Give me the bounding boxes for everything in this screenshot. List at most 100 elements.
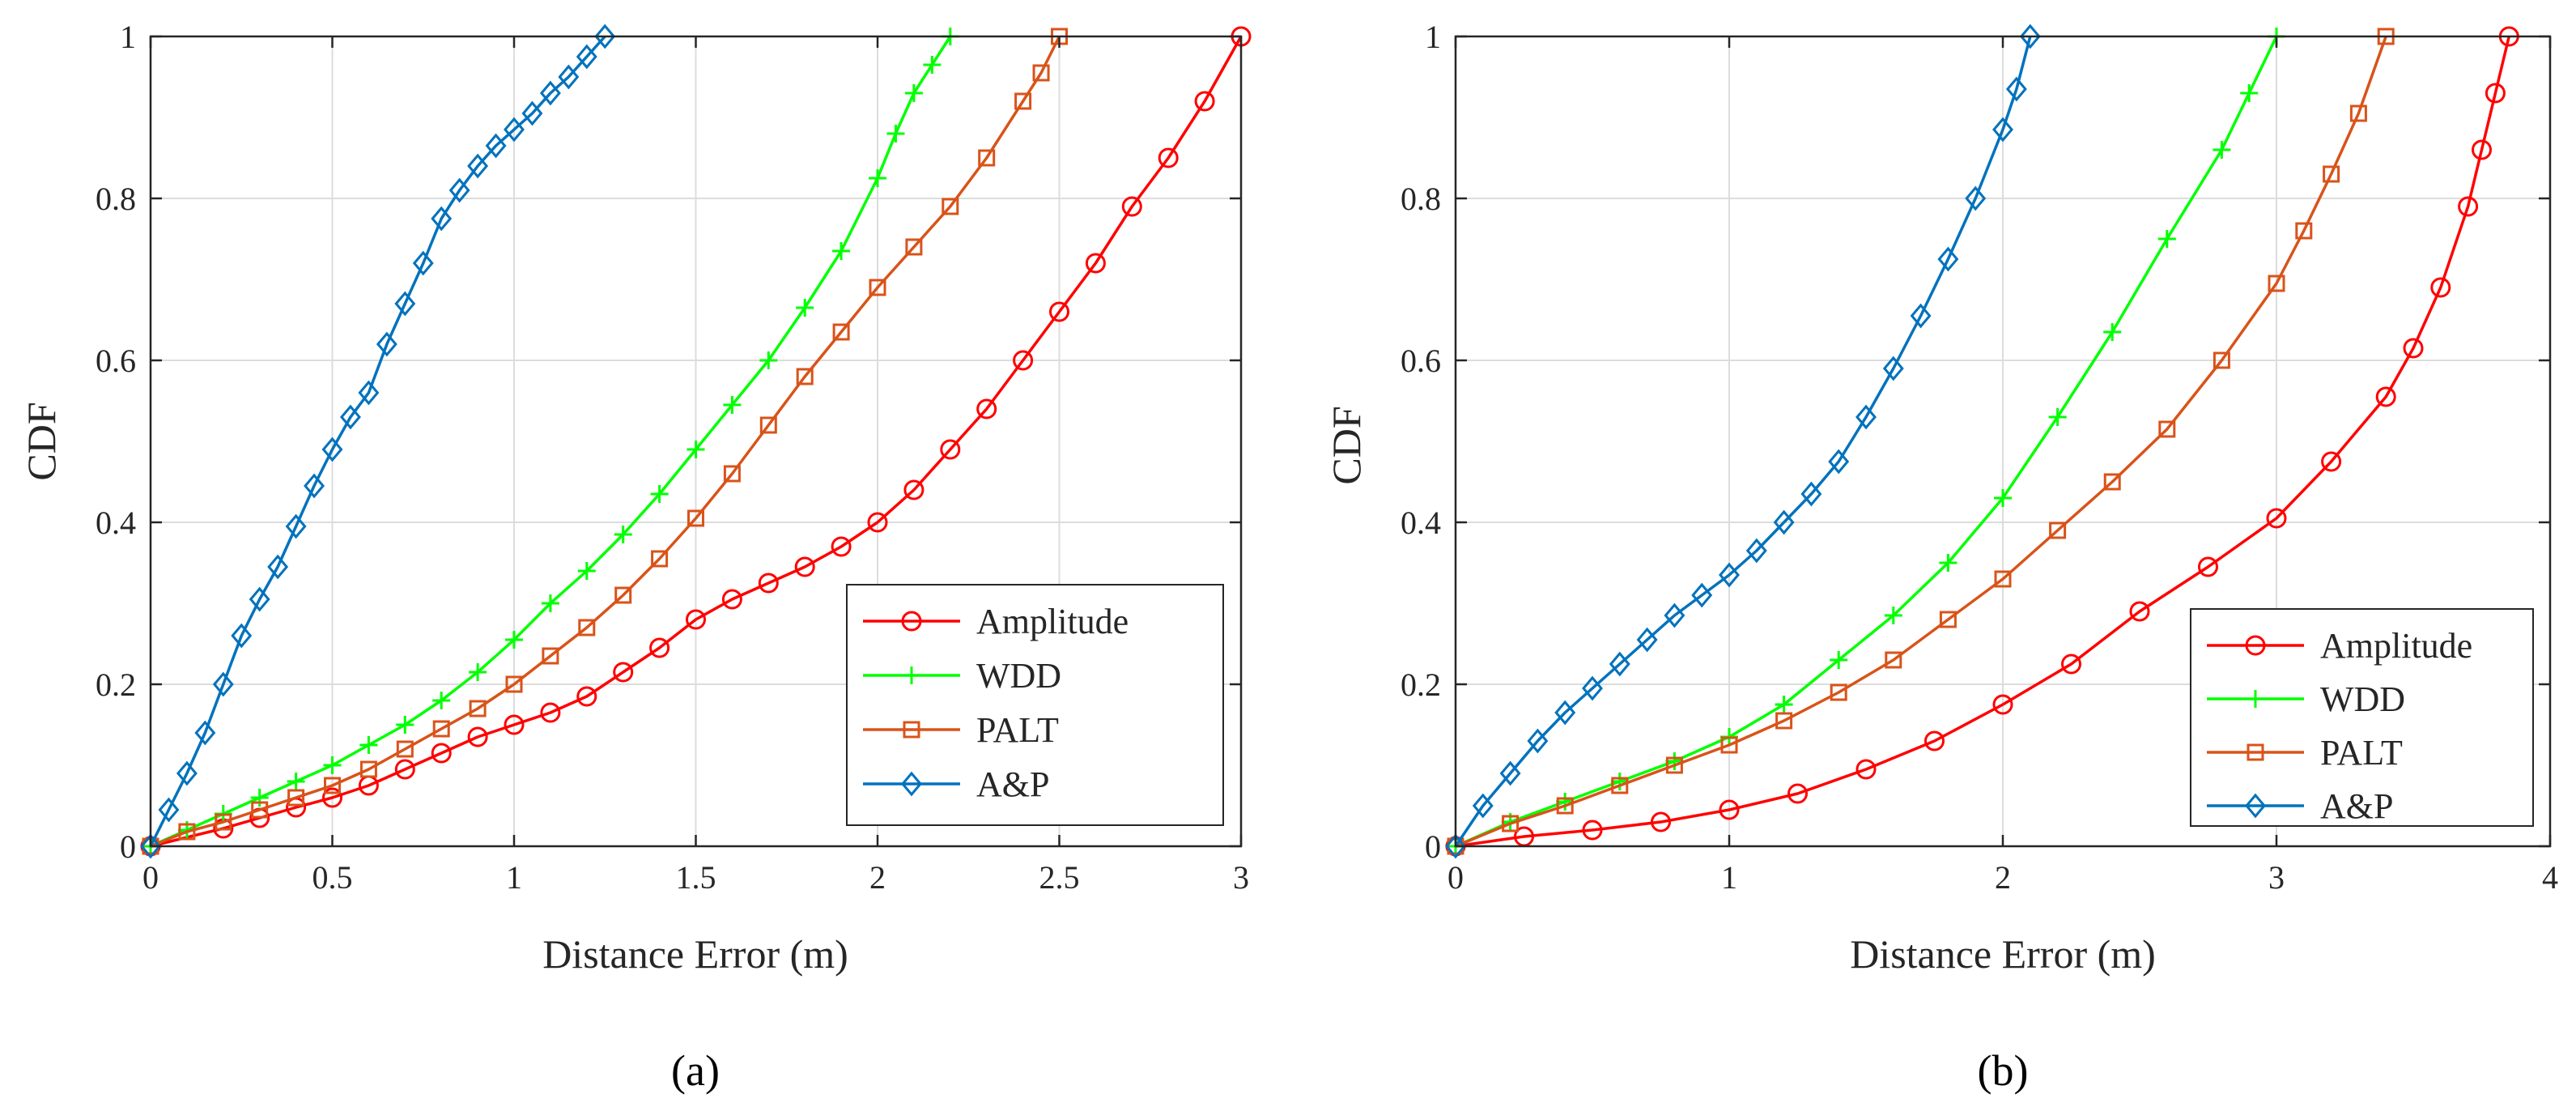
panel-b-a-p-point (1554, 700, 1576, 726)
panel-a-a-p-point (431, 206, 453, 232)
panel-a-amplitude-point (1085, 253, 1106, 274)
panel-b-a-p-point (1527, 728, 1549, 754)
panel-a-palt-point (832, 323, 850, 341)
panel-a-a-p-point (212, 671, 234, 697)
panel-a-amplitude-point (467, 726, 488, 747)
panel-a-wdd-point (832, 242, 851, 260)
panel-a-caption: (a) (671, 1046, 720, 1095)
panel-b-a-p-point (1609, 651, 1630, 677)
panel-b-palt-point (1611, 777, 1629, 794)
panel-a-amplitude-point (1013, 350, 1034, 371)
panel-a-a-p-point (376, 331, 397, 357)
panel-a-a-p-point (267, 554, 289, 580)
panel-a-y-tick-label: 0.8 (96, 181, 136, 217)
panel-a-wdd-point (505, 631, 523, 649)
panel-b-amplitude-line (1455, 36, 2511, 848)
panel-b-wdd-point (2213, 141, 2231, 159)
panel-a-palt-point (869, 279, 886, 296)
panel-a-palt-point (578, 619, 596, 637)
panel-a-palt-point (1032, 64, 1050, 82)
panel-b-a-p-point (1965, 185, 1987, 211)
panel-b-wdd-point (1994, 489, 2012, 507)
panel-a-a-p-point (158, 797, 180, 823)
panel-a-palt-point (796, 368, 814, 385)
panel-b-palt-point (2323, 165, 2340, 183)
panel-a-wdd-point (904, 84, 923, 102)
panel-b-amplitude-point (1787, 783, 1808, 804)
panel-a-amplitude-point (1194, 91, 1215, 112)
panel-a-palt-point (905, 238, 923, 256)
panel-b-palt-point (1994, 570, 2012, 588)
panel-a-palt-line (150, 36, 1061, 848)
panel-b-a-p-point (1636, 627, 1658, 653)
panel-b-a-p-point (1745, 538, 1767, 564)
panel-b-amplitude-point (1924, 730, 1945, 751)
panel-b-a-p-point (1910, 303, 1932, 329)
panel-b-legend-marker-wdd (2247, 690, 2264, 708)
panel-b-a-p-point (1828, 449, 1850, 475)
panel-b-a-p-point (1937, 246, 1959, 272)
panel-b-amplitude-point (2266, 508, 2287, 529)
panel-b: 0 1 2 3 4 0 0.2 0.4 0.6 0.8 1 Distance Error (m) C… (1324, 19, 2558, 1095)
panel-a-amplitude-point (903, 479, 925, 500)
panel-a-amplitude-point (322, 787, 342, 808)
panel-a-wdd-point (323, 756, 342, 774)
panel-b-y-tick-label: 0.4 (1401, 505, 1441, 541)
panel-a-legend-label-wdd: WDD (976, 656, 1061, 696)
panel-a-palt-point (687, 509, 704, 527)
panel-a-palt-point (978, 149, 996, 167)
panel-a-a-p-point (576, 44, 597, 70)
panel-a: 0 0.5 1 1.5 2 2.5 3 0 0.2 0.4 0.6 0.8 1 Distance Err… (19, 19, 1252, 1095)
panel-b-a-p-point (1855, 404, 1877, 430)
panel-b-amplitude-point (1992, 694, 2013, 715)
panel-a-amplitude-point (431, 743, 452, 764)
panel-b-amplitude-point (2472, 139, 2492, 160)
panel-a-palt-point (614, 586, 632, 604)
panel-b-palt-point (1502, 815, 1520, 832)
panel-b-palt-point (1720, 736, 1738, 754)
panel-b-wdd-point (2240, 84, 2259, 102)
panel-b-series-amplitude (1445, 26, 2519, 857)
panel-a-amplitude-point (831, 536, 852, 557)
panel-b-amplitude-point (2061, 654, 2081, 675)
panel-a-palt-point (759, 416, 777, 434)
panel-b-wdd-point (2048, 408, 2067, 426)
panel-a-palt-point (178, 823, 196, 841)
panel-a-palt-point (251, 801, 269, 819)
panel-b-a-p-point (2005, 76, 2027, 102)
panel-a-wdd-point (796, 299, 814, 317)
panel-b-legend-label-palt: PALT (2320, 733, 2403, 773)
panel-a-amplitude-point (758, 573, 779, 594)
panel-a-a-p-point (358, 380, 380, 406)
panel-b-amplitude-point (2485, 83, 2506, 104)
panel-a-wdd-point (432, 692, 451, 709)
panel-a-wdd-point (287, 773, 305, 790)
panel-b-palt-point (1775, 712, 1793, 730)
panel-b-palt-point (1885, 651, 1902, 669)
panel-a-legend: Amplitude WDD PALT A&P (846, 584, 1224, 826)
panel-a-a-p-point (231, 623, 253, 649)
panel-a-x-tick-label: 0.5 (312, 859, 353, 896)
panel-b-palt-point (2268, 275, 2285, 292)
panel-b-palt-line (1455, 36, 2387, 848)
panel-b-palt-point (1665, 756, 1683, 774)
panel-a-x-tick-label: 2.5 (1039, 859, 1080, 896)
panel-a-a-p-point (594, 23, 616, 49)
panel-a-palt-point (324, 777, 341, 794)
panel-a-wdd-point (687, 441, 705, 458)
panel-b-palt-point (1556, 797, 1574, 815)
panel-b-legend-label-wdd: WDD (2320, 679, 2405, 719)
panel-b-x-tick-label: 3 (2268, 859, 2285, 896)
panel-a-a-p-point (394, 291, 416, 317)
panel-b-amplitude-point (2198, 556, 2218, 577)
panel-a-wdd-point (723, 396, 742, 414)
panel-a-amplitude-point (867, 512, 888, 533)
panel-a-legend-label-amplitude: Amplitude (976, 602, 1129, 641)
panel-a-a-p-point (339, 404, 361, 430)
panel-b-amplitude-point (1719, 799, 1740, 820)
panel-a-palt-point (942, 198, 959, 215)
panel-a-a-p-point (504, 117, 525, 143)
panel-b-legend-marker-amplitude (2245, 635, 2266, 656)
panel-b-amplitude-point (1651, 811, 1671, 832)
